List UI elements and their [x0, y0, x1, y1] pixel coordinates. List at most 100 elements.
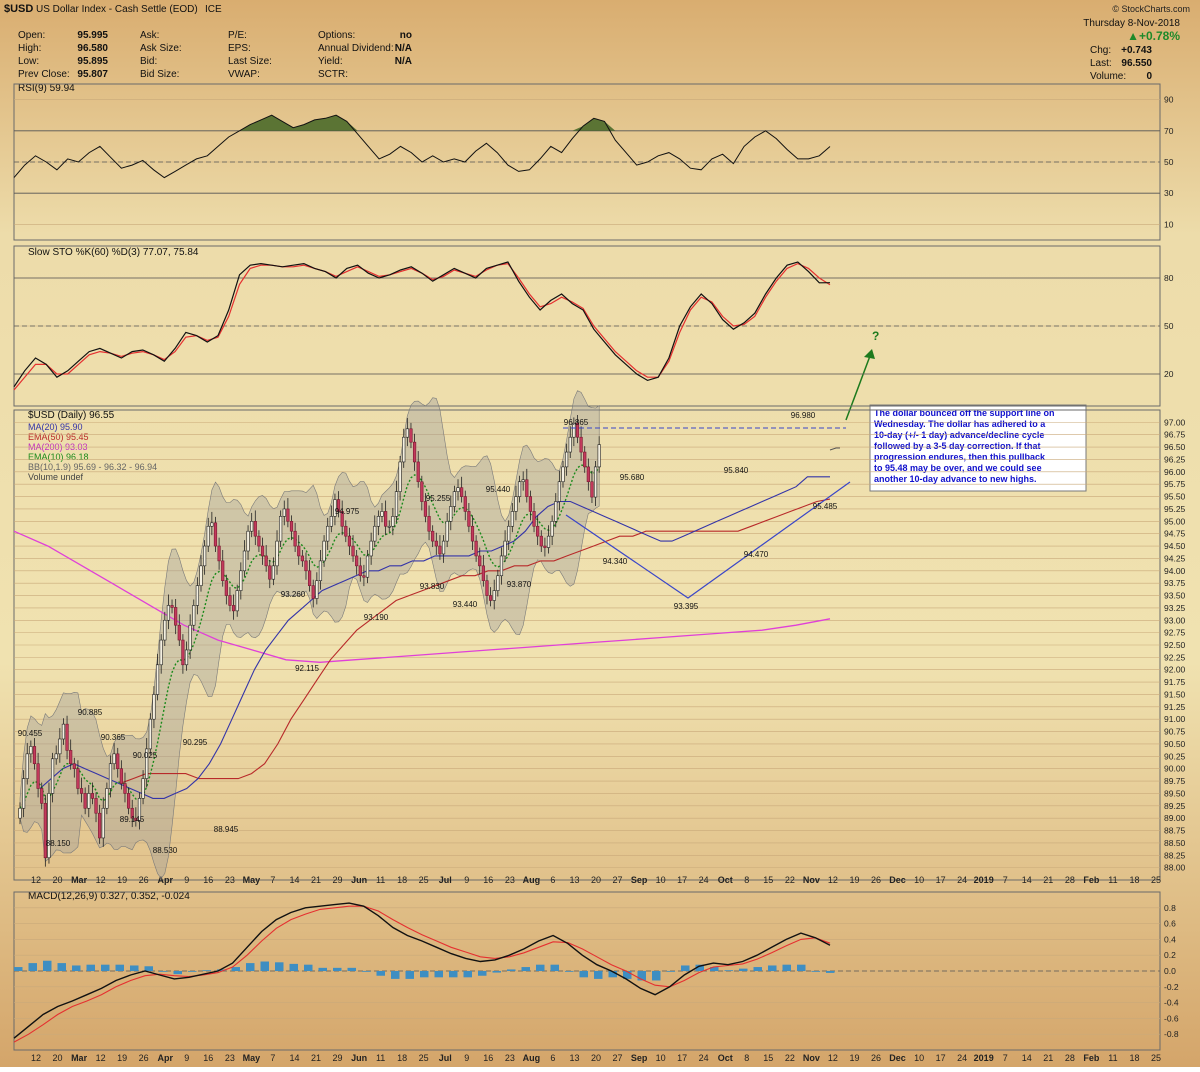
price-label: 95.255	[426, 494, 451, 503]
candle-body	[177, 624, 181, 641]
candle-body	[50, 758, 55, 794]
x-tick-label: Nov	[803, 875, 820, 885]
macd-histogram-bar	[115, 964, 124, 971]
candle-body	[76, 768, 80, 789]
candle-body	[438, 545, 442, 555]
x-tick-label: 7	[1003, 1053, 1008, 1063]
legend-ema50: EMA(50) 95.45	[28, 432, 89, 442]
candle-body	[384, 511, 388, 527]
price-label: 90.365	[101, 733, 126, 742]
x-tick-label: 18	[397, 875, 407, 885]
price-label: 94.975	[335, 507, 360, 516]
candle-body	[499, 555, 504, 577]
exchange: ICE	[205, 4, 222, 15]
candle-body	[83, 793, 87, 809]
candle-body	[235, 590, 239, 612]
y-tick-label: 89.00	[1164, 813, 1186, 823]
y-tick-label: 90.00	[1164, 764, 1186, 774]
pe-label: P/E:	[228, 30, 247, 41]
macd-histogram-bar	[333, 967, 342, 971]
x-tick-label: Apr	[157, 875, 173, 885]
macd-histogram-bar	[521, 967, 530, 971]
x-tick-label: Sep	[631, 875, 648, 885]
candle-body	[550, 521, 554, 537]
x-tick-label: 7	[1003, 875, 1008, 885]
candle-body	[253, 521, 257, 537]
macd-histogram-bar	[797, 964, 806, 971]
macd-histogram-bar	[14, 967, 23, 971]
candle-body	[108, 763, 113, 789]
candle-body	[456, 487, 460, 492]
price-label: 90.455	[18, 729, 43, 738]
price-label: 95.485	[813, 502, 838, 511]
macd-histogram-bar	[753, 967, 762, 971]
high-label: High:	[18, 43, 41, 54]
summary-panel: Thursday 8-Nov-2018 ▲+0.78% Chg: +0.743 …	[1083, 18, 1180, 82]
annotation-line-4: followed by a 3-5 day correction. If tha…	[874, 441, 1041, 451]
candle-body	[239, 570, 243, 591]
legend-ma20: MA(20) 95.90	[28, 422, 83, 432]
macd-histogram-bar	[246, 963, 255, 971]
candle-body	[318, 560, 323, 581]
candle-body	[25, 753, 29, 779]
quote-panel: Open: 95.995 High: 96.580 Low: 95.895 Pr…	[18, 30, 412, 80]
y-tick-label: 94.75	[1164, 529, 1186, 539]
candle-body	[536, 525, 540, 537]
y-tick-label: 95.25	[1164, 504, 1186, 514]
candle-body	[116, 753, 120, 769]
eps-label: EPS:	[228, 43, 251, 54]
y-tick-label: 0.6	[1164, 919, 1176, 929]
candle-body	[333, 499, 337, 517]
macd-histogram-bar	[739, 968, 748, 971]
open-value: 95.995	[77, 30, 108, 41]
annotation-line-2: Wednesday. The dollar has adhered to a	[874, 419, 1046, 429]
x-tick-label: 17	[677, 875, 687, 885]
candle-body	[72, 763, 76, 769]
candle-body	[528, 496, 533, 512]
x-tick-label: Jul	[439, 875, 452, 885]
candle-body	[488, 595, 493, 601]
x-tick-label: 6	[550, 875, 555, 885]
candle-body	[597, 444, 601, 468]
macd-histogram-bar	[666, 971, 675, 972]
x-tick-label: 13	[569, 1053, 579, 1063]
x-tick-label: Feb	[1083, 1053, 1100, 1063]
yield-value: N/A	[395, 56, 412, 67]
y-tick-label: 80	[1164, 273, 1174, 283]
candle-body	[32, 746, 37, 765]
candle-body	[492, 590, 496, 601]
y-tick-label: -0.4	[1164, 998, 1179, 1008]
candle-body	[387, 525, 391, 528]
forecast-arrow	[845, 355, 871, 421]
candle-body	[365, 555, 370, 578]
y-tick-label: 92.75	[1164, 628, 1186, 638]
candle-body	[503, 540, 507, 557]
y-tick-label: 90.25	[1164, 751, 1186, 761]
x-tick-label: 14	[1022, 1053, 1032, 1063]
candle-body	[496, 575, 500, 591]
x-tick-label: 9	[464, 875, 469, 885]
x-tick-label: 21	[1043, 875, 1053, 885]
x-tick-label: 21	[1043, 1053, 1053, 1063]
macd-histogram-bar	[289, 963, 298, 971]
macd-histogram-bar	[652, 971, 661, 981]
candle-body	[159, 639, 163, 666]
y-tick-label: 0.0	[1164, 966, 1176, 976]
x-tick-label: 21	[311, 1053, 321, 1063]
candle-body	[485, 580, 489, 596]
chg-label: Chg:	[1090, 45, 1111, 56]
vwap-label: VWAP:	[228, 69, 260, 80]
candle-body	[224, 580, 228, 596]
ema50-line	[119, 498, 831, 785]
chart-date: Thursday 8-Nov-2018	[1083, 18, 1180, 29]
candle-body	[130, 807, 134, 819]
candle-body	[561, 466, 565, 483]
x-tick-label: 10	[914, 1053, 924, 1063]
x-tick-label: 21	[311, 875, 321, 885]
x-tick-label: 24	[699, 1053, 709, 1063]
candle-body	[409, 428, 413, 443]
macd-title: MACD(12,26,9) 0.327, 0.352, -0.024	[28, 891, 190, 902]
y-tick-label: 90	[1164, 95, 1174, 105]
candle-body	[231, 605, 236, 612]
